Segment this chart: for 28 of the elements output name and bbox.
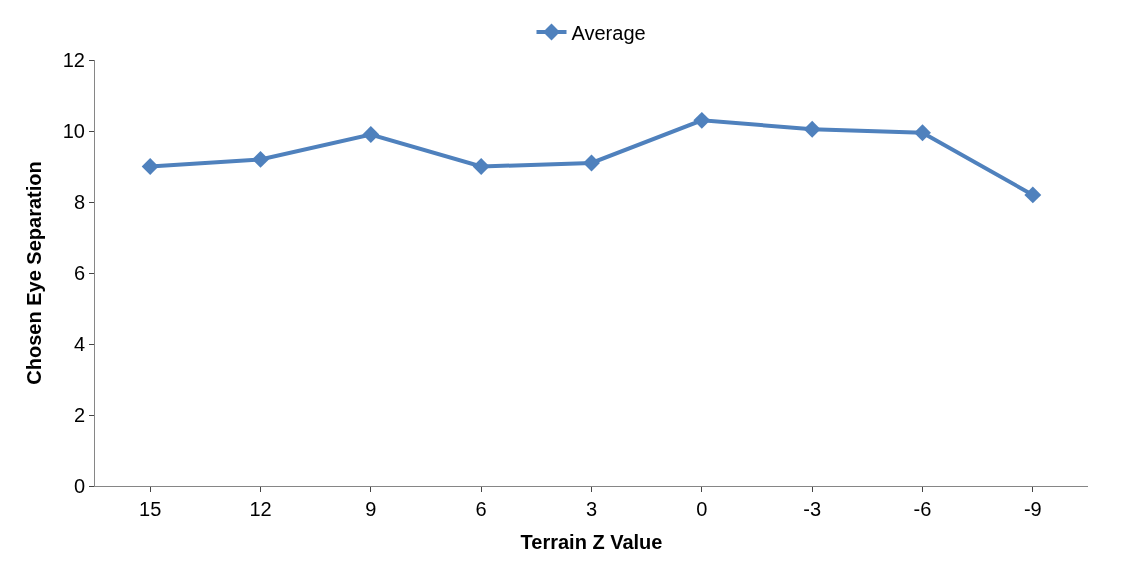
x-tick-label: 12 [249,498,272,520]
point [472,158,490,175]
x-tick-label: -9 [1023,498,1042,520]
point [362,126,380,143]
y-axis-title: Chosen Eye Separation [23,161,46,385]
point [252,150,269,168]
x-tick-label: 9 [365,498,377,520]
y-tick-label: 0 [73,475,85,497]
x-tick-label: 3 [585,498,598,520]
y-tick-label: 4 [73,333,85,355]
x-axis-title: Terrain Z Value [520,530,663,553]
point [693,111,711,129]
y-tick-label: 8 [73,191,85,213]
x-tick-label: -6 [913,498,932,520]
x-tick-label: 0 [696,498,708,520]
point [583,154,600,172]
point [1024,186,1042,204]
point [803,120,821,138]
point [914,124,931,142]
y-tick-label: 2 [73,404,85,426]
point [141,158,159,175]
y-tick-label: 12 [62,49,85,71]
x-tick-label: -3 [803,498,822,520]
y-tick-label: 10 [62,120,85,142]
x-tick-label: 6 [475,498,487,520]
legend-label: Average [571,21,646,44]
y-tick-label: 6 [73,262,85,284]
x-tick-label: 15 [139,498,162,520]
